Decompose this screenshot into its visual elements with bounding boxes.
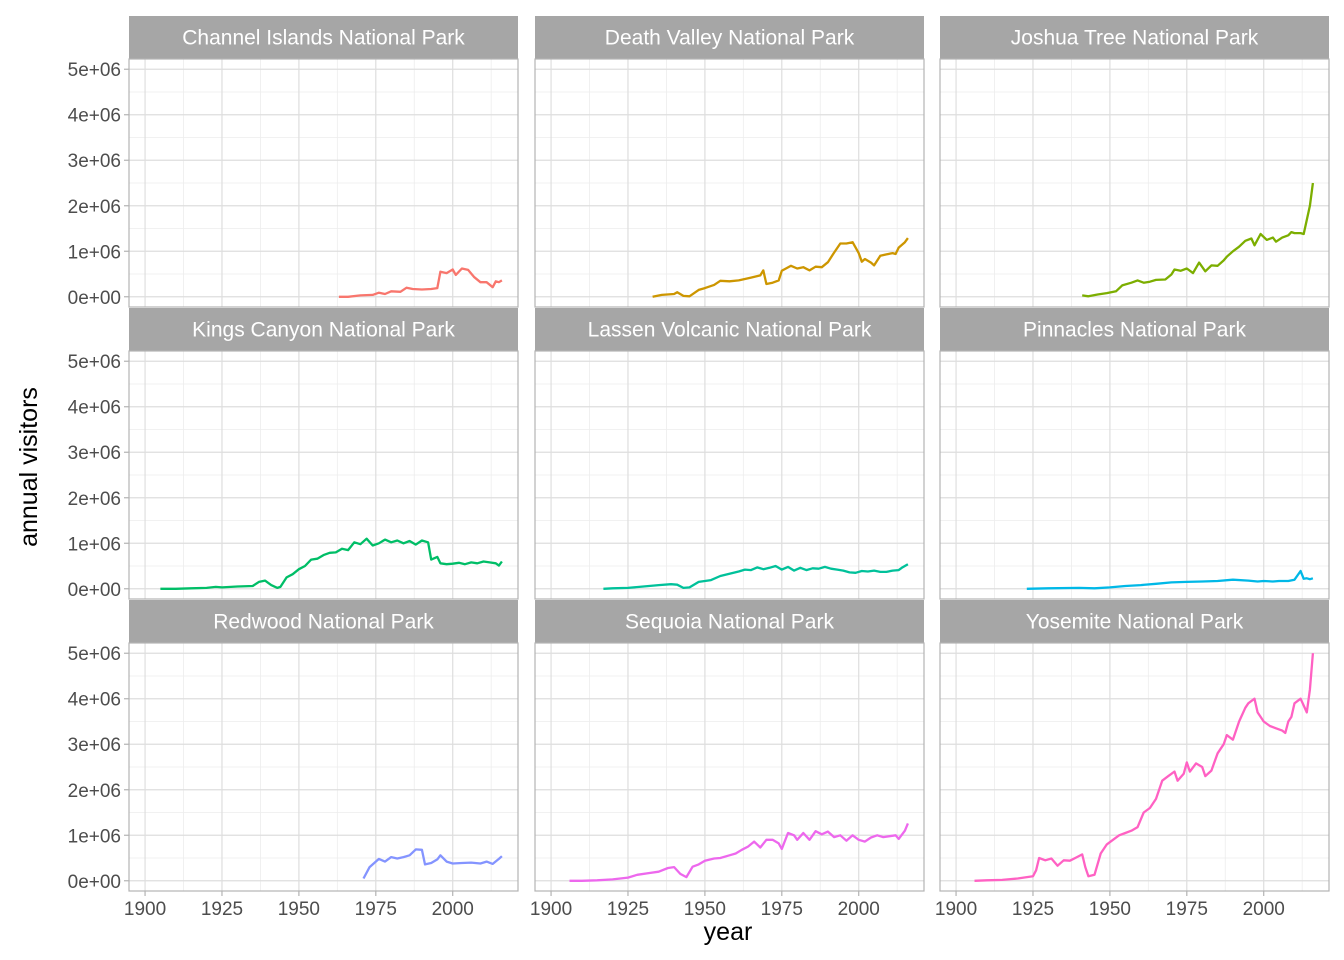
panel: Death Valley National Park	[534, 16, 925, 308]
y-tick-label: 0e+00	[68, 872, 121, 893]
facet-strip	[940, 16, 1329, 59]
panel: Sequoia National Park	[534, 600, 925, 892]
y-tick-label: 0e+00	[68, 580, 121, 601]
x-tick-label: 1950	[684, 899, 726, 920]
panel: Pinnacles National Park	[939, 308, 1330, 600]
series-line	[1026, 569, 1314, 590]
y-tick-label: 1e+06	[68, 826, 121, 847]
x-tick-label: 1950	[278, 899, 320, 920]
series-line	[362, 848, 503, 880]
y-tick-label: 3e+06	[68, 443, 121, 464]
panel-border	[939, 58, 1330, 308]
panel-border	[128, 350, 519, 600]
panel-border	[534, 350, 925, 600]
panel: Channel Islands National Park	[128, 16, 519, 308]
panel-border	[534, 58, 925, 308]
facet-strip-label: Kings Canyon National Park	[192, 319, 455, 342]
y-tick-label: 1e+06	[68, 242, 121, 263]
y-tick-label: 2e+06	[68, 781, 121, 802]
x-tick-label: 1925	[201, 899, 243, 920]
panel: Lassen Volcanic National Park	[534, 308, 925, 600]
facet-strip	[129, 308, 518, 351]
facet-strip-label: Sequoia National Park	[625, 611, 834, 634]
facet-strip-label: Lassen Volcanic National Park	[588, 319, 872, 342]
x-tick-label: 1900	[530, 899, 572, 920]
y-tick-label: 5e+06	[68, 60, 121, 81]
facet-strip-label: Death Valley National Park	[605, 27, 855, 50]
facet-strip	[129, 16, 518, 59]
y-tick-label: 2e+06	[68, 197, 121, 218]
x-tick-label: 1975	[355, 899, 397, 920]
series-line	[338, 267, 503, 298]
panel: Redwood National Park	[128, 600, 519, 892]
y-tick-label: 3e+06	[68, 151, 121, 172]
facet-strip	[129, 600, 518, 643]
panel: Yosemite National Park	[939, 600, 1330, 892]
series-line	[160, 537, 503, 590]
x-tick-label: 1975	[1166, 899, 1208, 920]
x-tick-label: 1900	[124, 899, 166, 920]
facet-strip	[535, 16, 924, 59]
series-line	[974, 653, 1315, 882]
y-axis-title: annual visitors	[15, 387, 43, 547]
panel: Kings Canyon National Park	[128, 308, 519, 600]
facet-strip	[535, 600, 924, 643]
facet-strip-label: Redwood National Park	[213, 611, 434, 634]
x-tick-label: 2000	[838, 899, 880, 920]
y-tick-label: 0e+00	[68, 288, 121, 309]
panel-border	[128, 642, 519, 892]
x-tick-label: 2000	[432, 899, 474, 920]
x-axis-title: year	[704, 918, 753, 946]
facet-strip-label: Joshua Tree National Park	[1011, 27, 1259, 50]
y-tick-label: 4e+06	[68, 690, 121, 711]
series-line	[1082, 182, 1315, 298]
y-tick-label: 2e+06	[68, 489, 121, 510]
panel-border	[128, 58, 519, 308]
x-tick-label: 1975	[761, 899, 803, 920]
x-tick-label: 1925	[1012, 899, 1054, 920]
y-tick-label: 4e+06	[68, 106, 121, 127]
y-tick-label: 3e+06	[68, 735, 121, 756]
facet-strip	[940, 600, 1329, 643]
facet-strip-label: Channel Islands National Park	[182, 27, 465, 50]
x-tick-label: 1925	[607, 899, 649, 920]
panel-border	[939, 350, 1330, 600]
facet-strip	[535, 308, 924, 351]
x-tick-label: 2000	[1243, 899, 1285, 920]
series-line	[603, 563, 909, 590]
panel-border	[939, 642, 1330, 892]
panels-layer: Channel Islands National Park Death Valle…	[128, 16, 1330, 892]
panel-border	[534, 642, 925, 892]
facet-strip-label: Pinnacles National Park	[1023, 319, 1246, 342]
facet-strip-label: Yosemite National Park	[1026, 611, 1244, 634]
series-line	[652, 237, 909, 298]
y-tick-label: 5e+06	[68, 644, 121, 665]
facet-strip	[940, 308, 1329, 351]
y-tick-label: 5e+06	[68, 352, 121, 373]
y-tick-label: 1e+06	[68, 534, 121, 555]
tick-labels-layer: 0e+00 1e+06 2e+06 3e+06 4e+06 5e+06 0e+00 1e+06…	[68, 60, 1285, 920]
y-tick-label: 4e+06	[68, 398, 121, 419]
series-line	[569, 822, 909, 882]
x-tick-label: 1900	[935, 899, 977, 920]
x-tick-label: 1950	[1089, 899, 1131, 920]
panel: Joshua Tree National Park	[939, 16, 1330, 308]
